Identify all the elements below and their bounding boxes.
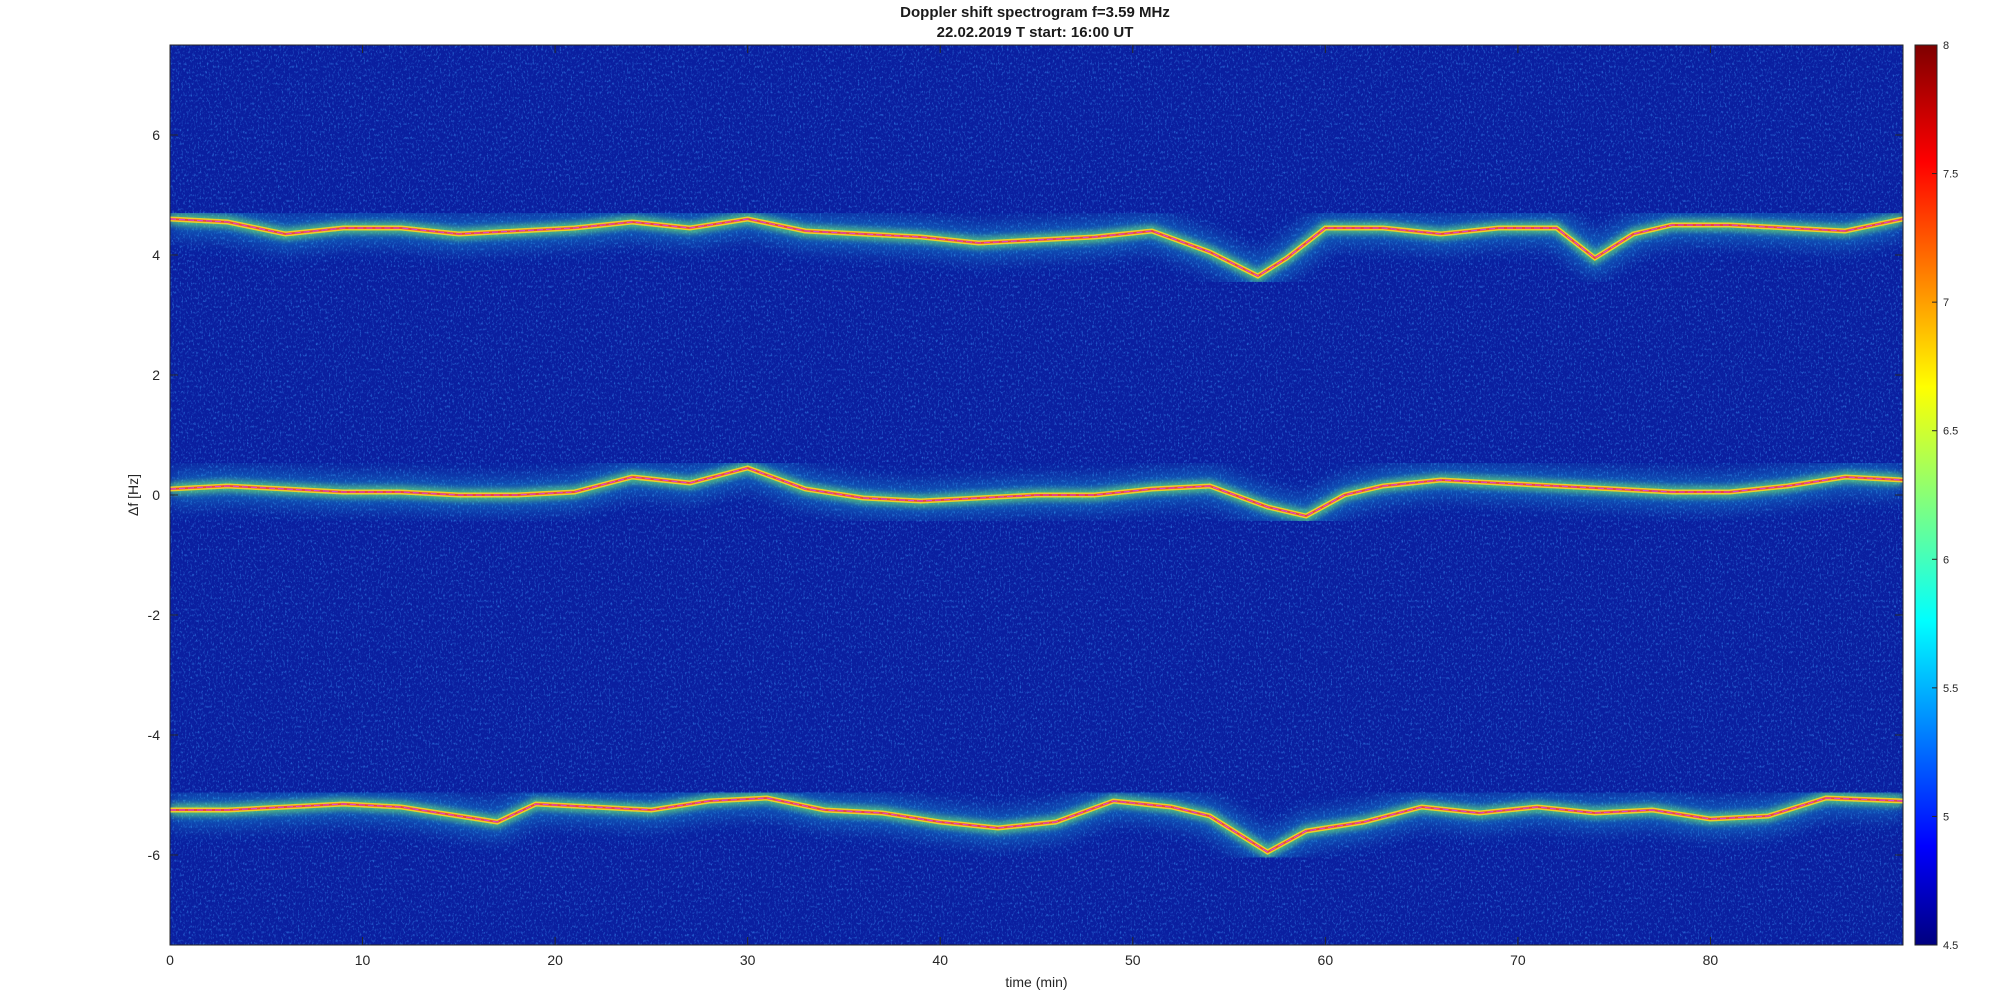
plot-area — [169, 44, 1904, 946]
y-tick-label: 6 — [152, 127, 160, 143]
trace-fit — [170, 218, 1903, 277]
colorbar-tick-label: 6.5 — [1943, 426, 1958, 438]
x-tick-label: 20 — [547, 952, 563, 968]
y-tick-label: 4 — [152, 247, 160, 263]
y-tick-label: -6 — [148, 847, 161, 863]
colorbar: 4.5 5 5.5 6 6.5 7 7.5 8 — [1914, 40, 1958, 952]
colorbar-gradient — [1914, 44, 1938, 946]
x-tick-label: 60 — [1318, 952, 1334, 968]
colorbar-tick-label: 5 — [1943, 811, 1949, 823]
colorbar-tick-label: 7.5 — [1943, 169, 1958, 181]
colorbar-tick-label: 5.5 — [1943, 683, 1958, 695]
chart-title: Doppler shift spectrogram f=3.59 MHz — [900, 4, 1170, 21]
x-axis-label: time (min) — [1005, 974, 1067, 990]
colorbar-tick-label: 6 — [1943, 554, 1949, 566]
trace-fit — [170, 467, 1903, 517]
y-tick-label: -4 — [148, 727, 161, 743]
x-tick-label: 50 — [1125, 952, 1141, 968]
chart-subtitle: 22.02.2019 T start: 16:00 UT — [936, 24, 1134, 41]
trace-2 — [170, 450, 1903, 535]
y-axis: -6 -4 -2 0 2 4 6 — [148, 127, 1903, 863]
y-tick-label: 0 — [152, 487, 160, 503]
x-tick-label: 40 — [932, 952, 948, 968]
x-tick-label: 10 — [355, 952, 371, 968]
doppler-traces — [170, 201, 1903, 872]
y-tick-label: 2 — [152, 367, 160, 383]
trace-3 — [170, 780, 1903, 872]
x-tick-label: 0 — [166, 952, 174, 968]
colorbar-tick-label: 4.5 — [1943, 940, 1958, 952]
trace-fit — [170, 797, 1903, 853]
trace-1 — [170, 201, 1903, 296]
colorbar-tick-label: 8 — [1943, 40, 1949, 52]
x-tick-label: 70 — [1510, 952, 1526, 968]
colorbar-tick-label: 7 — [1943, 297, 1949, 309]
colorbar-ticks: 4.5 5 5.5 6 6.5 7 7.5 8 — [1932, 40, 1958, 952]
y-tick-label: -2 — [148, 607, 161, 623]
y-axis-label: Δf [Hz] — [125, 474, 141, 516]
x-tick-label: 30 — [740, 952, 756, 968]
x-axis: 0 10 20 30 40 50 60 70 80 — [166, 45, 1718, 968]
x-tick-label: 80 — [1703, 952, 1719, 968]
